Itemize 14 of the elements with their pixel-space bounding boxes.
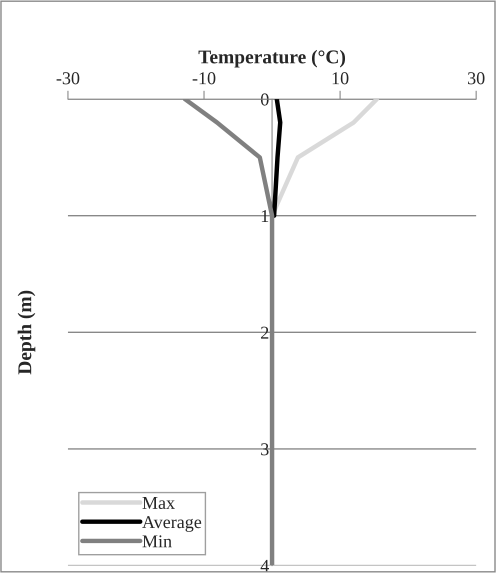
- x-axis-title: Temperature (°C): [198, 50, 346, 68]
- legend-label: Max: [142, 497, 175, 510]
- y-tick-label: 3: [261, 443, 269, 456]
- x-tick-label: 10: [332, 72, 348, 84]
- legend-label: Average: [142, 516, 202, 532]
- x-tick-label: -30: [56, 72, 80, 84]
- y-axis-title: Depth (m): [18, 290, 36, 374]
- y-tick-label: 0: [260, 93, 269, 106]
- y-tick-label: 4: [260, 560, 269, 572]
- x-tick-label: -10: [192, 72, 216, 84]
- x-tick-label: 30: [468, 72, 484, 84]
- y-tick-label: 2: [261, 326, 268, 339]
- y-tick-label: 1: [262, 210, 268, 222]
- legend-label: Min: [142, 535, 172, 548]
